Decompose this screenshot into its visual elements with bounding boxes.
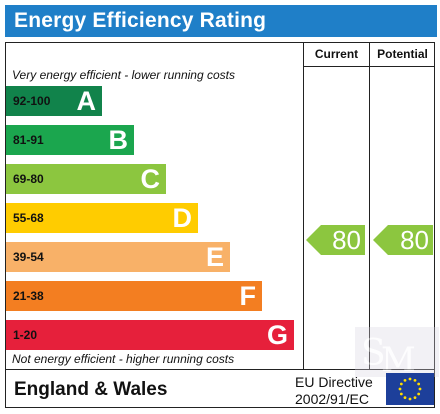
band-letter-label: F xyxy=(239,281,257,311)
eu-star xyxy=(398,387,402,391)
band-a: 92-100 A xyxy=(6,86,102,116)
potential-arrow-shape xyxy=(373,225,433,255)
potential-rating-arrow: 80 xyxy=(373,225,433,255)
directive-line-2: 2002/91/EC xyxy=(295,391,369,407)
footer-region: England & Wales xyxy=(14,379,168,400)
eu-star xyxy=(408,397,412,401)
eu-star xyxy=(403,396,407,400)
band-d: 55-68 D xyxy=(6,203,198,233)
band-range-label: 55-68 xyxy=(13,211,44,225)
eu-star xyxy=(413,396,417,400)
band-letter-label: B xyxy=(108,125,129,155)
bottom-note: Not energy efficient - higher running co… xyxy=(12,352,235,366)
eu-star xyxy=(399,392,403,396)
band-letter-label: C xyxy=(140,164,161,194)
divider-current xyxy=(303,42,304,369)
eu-star xyxy=(403,378,407,382)
band-range-label: 69-80 xyxy=(13,172,44,186)
footer-divider xyxy=(5,369,435,370)
band-e: 39-54 E xyxy=(6,242,230,272)
footer-directive: EU Directive 2002/91/EC xyxy=(295,374,373,408)
eu-star xyxy=(417,392,421,396)
current-rating-arrow: 80 xyxy=(306,225,365,255)
divider-potential xyxy=(369,42,370,369)
band-letter-label: D xyxy=(172,203,193,233)
band-range-label: 92-100 xyxy=(13,94,51,108)
eu-flag-stars xyxy=(398,377,422,401)
band-range-label: 1-20 xyxy=(13,328,38,342)
potential-rating-value: 80 xyxy=(400,225,429,255)
chart-title: Energy Efficiency Rating xyxy=(14,9,267,32)
column-header-potential: Potential xyxy=(377,47,428,61)
rating-frame xyxy=(5,42,435,408)
eu-star xyxy=(413,378,417,382)
band-range-label: 39-54 xyxy=(13,250,44,264)
band-range-label: 81-91 xyxy=(13,133,44,147)
header-divider xyxy=(303,66,435,67)
band-f: 21-38 F xyxy=(6,281,262,311)
svg-text:S: S xyxy=(361,333,386,374)
band-b: 81-91 B xyxy=(6,125,134,155)
sm-watermark-icon: S M xyxy=(355,327,439,377)
svg-text:M: M xyxy=(381,340,416,377)
band-letter-label: G xyxy=(266,320,288,350)
top-note: Very energy efficient - lower running co… xyxy=(12,68,235,82)
eu-star xyxy=(399,382,403,386)
column-header-current: Current xyxy=(314,47,359,61)
band-g: 1-20 G xyxy=(6,320,294,350)
title-bar: Energy Efficiency Rating xyxy=(5,5,437,37)
directive-line-1: EU Directive xyxy=(295,374,373,390)
eu-star xyxy=(417,382,421,386)
eu-star xyxy=(408,377,412,381)
current-rating-value: 80 xyxy=(332,225,361,255)
eu-star xyxy=(418,387,422,391)
eu-flag-icon xyxy=(386,373,434,405)
band-range-label: 21-38 xyxy=(13,289,44,303)
current-arrow-shape xyxy=(306,225,365,255)
band-letter-label: A xyxy=(76,86,97,116)
band-letter-label: E xyxy=(205,242,224,272)
band-c: 69-80 C xyxy=(6,164,166,194)
